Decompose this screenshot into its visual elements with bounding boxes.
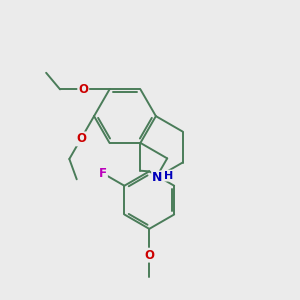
Text: O: O (144, 249, 154, 262)
Text: N: N (152, 172, 163, 184)
Text: H: H (164, 171, 173, 181)
Text: O: O (78, 83, 88, 96)
Text: O: O (76, 132, 86, 146)
Text: F: F (99, 167, 107, 180)
